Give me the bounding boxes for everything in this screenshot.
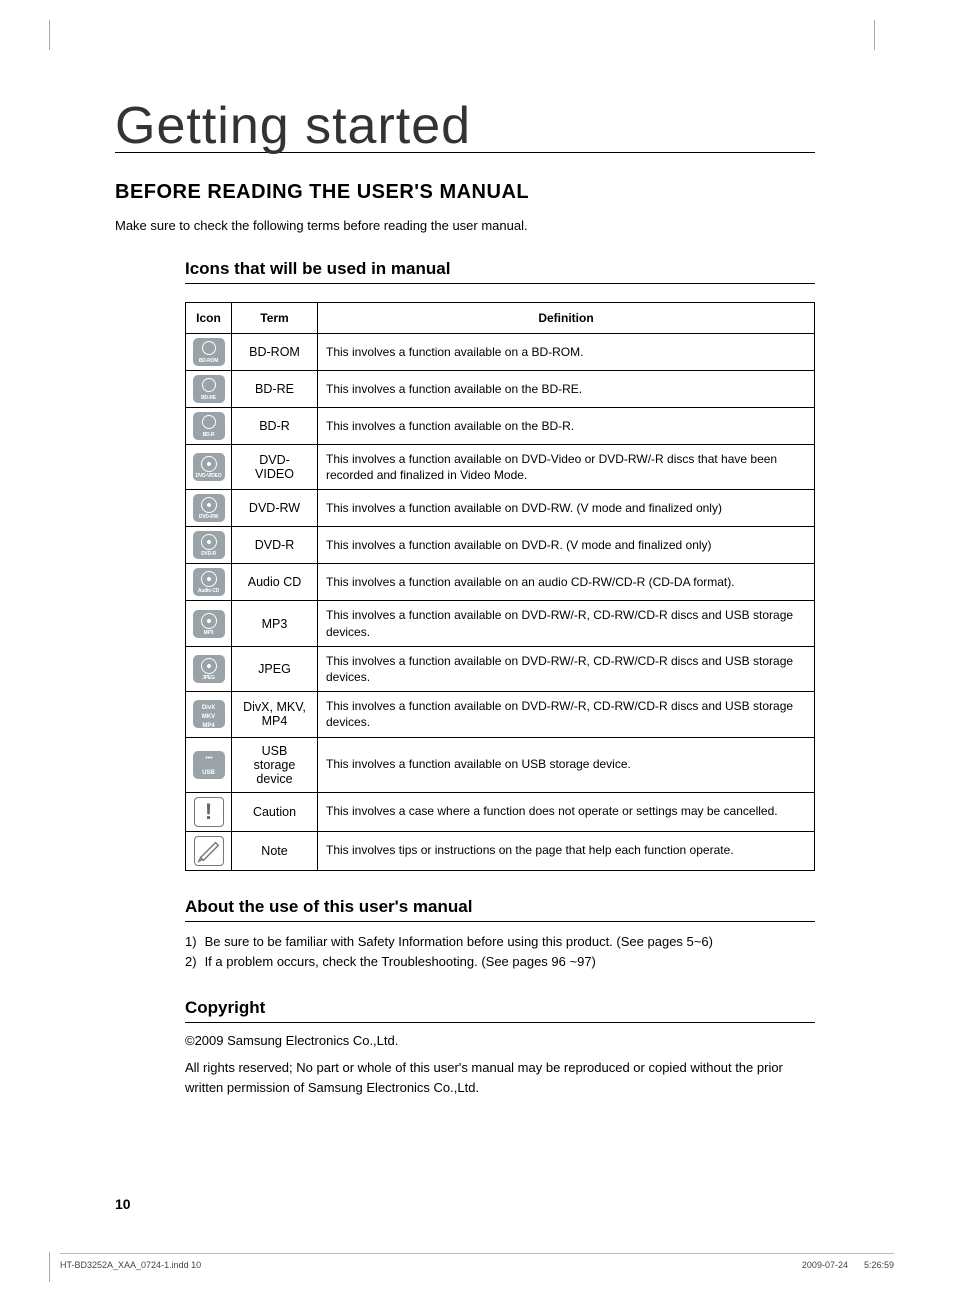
disc-icon: [193, 412, 225, 440]
icon-cell: [186, 527, 232, 564]
about-list: 1) Be sure to be familiar with Safety Inf…: [185, 932, 815, 972]
icon-cell: DivX MKV MP4: [186, 692, 232, 737]
icon-cell: [186, 737, 232, 792]
footer-time: 5:26:59: [864, 1260, 894, 1270]
definition-cell: This involves tips or instructions on th…: [318, 831, 815, 870]
table-row: DVD-RThis involves a function available …: [186, 527, 815, 564]
icon-cell: [186, 601, 232, 646]
definition-cell: This involves a case where a function do…: [318, 792, 815, 831]
term-cell: Caution: [232, 792, 318, 831]
th-term: Term: [232, 303, 318, 334]
term-cell: Audio CD: [232, 564, 318, 601]
disc-icon: [193, 453, 225, 481]
table-row: JPEGThis involves a function available o…: [186, 646, 815, 691]
page-title: Getting started: [115, 100, 815, 153]
copyright-line: ©2009 Samsung Electronics Co.,Ltd.: [185, 1031, 815, 1051]
footer-file: HT-BD3252A_XAA_0724-1.indd 10: [60, 1260, 201, 1270]
crop-mark: [874, 20, 896, 50]
definition-cell: This involves a function available on th…: [318, 371, 815, 408]
term-cell: DivX, MKV, MP4: [232, 692, 318, 737]
icons-heading: Icons that will be used in manual: [185, 259, 815, 284]
definition-cell: This involves a function available on th…: [318, 408, 815, 445]
table-row: DVD-VIDEOThis involves a function availa…: [186, 445, 815, 490]
disc-icon: [193, 568, 225, 596]
icon-cell: [186, 334, 232, 371]
list-text: Be sure to be familiar with Safety Infor…: [205, 932, 713, 952]
page-number: 10: [115, 1196, 131, 1212]
list-item: 2) If a problem occurs, check the Trouble…: [185, 952, 815, 972]
intro-text: Make sure to check the following terms b…: [115, 218, 815, 233]
icon-cell: !: [186, 792, 232, 831]
icon-cell: [186, 445, 232, 490]
th-icon: Icon: [186, 303, 232, 334]
table-row: BD-RThis involves a function available o…: [186, 408, 815, 445]
copyright-heading: Copyright: [185, 998, 815, 1023]
term-cell: BD-R: [232, 408, 318, 445]
table-row: Audio CDThis involves a function availab…: [186, 564, 815, 601]
table-row: BD-REThis involves a function available …: [186, 371, 815, 408]
term-cell: Note: [232, 831, 318, 870]
disc-icon: [193, 655, 225, 683]
icon-cell: [186, 371, 232, 408]
table-row: ! CautionThis involves a case where a fun…: [186, 792, 815, 831]
list-number: 1): [185, 932, 197, 952]
term-cell: MP3: [232, 601, 318, 646]
table-row: NoteThis involves tips or instructions o…: [186, 831, 815, 870]
definition-cell: This involves a function available on a …: [318, 334, 815, 371]
table-row: BD-ROMThis involves a function available…: [186, 334, 815, 371]
table-row: DVD-RWThis involves a function available…: [186, 490, 815, 527]
usb-icon: [193, 751, 225, 779]
list-number: 2): [185, 952, 197, 972]
copyright-line: All rights reserved; No part or whole of…: [185, 1058, 815, 1097]
term-cell: DVD-RW: [232, 490, 318, 527]
definition-cell: This involves a function available on DV…: [318, 527, 815, 564]
about-heading: About the use of this user's manual: [185, 897, 815, 922]
caution-icon: !: [194, 797, 224, 827]
format-icon: DivX MKV MP4: [193, 700, 225, 728]
crop-mark: [28, 20, 50, 50]
definition-cell: This involves a function available on DV…: [318, 490, 815, 527]
footer: HT-BD3252A_XAA_0724-1.indd 10 2009-07-24…: [60, 1253, 894, 1270]
table-row: DivX MKV MP4DivX, MKV, MP4This involves …: [186, 692, 815, 737]
term-cell: BD-RE: [232, 371, 318, 408]
term-cell: USB storage device: [232, 737, 318, 792]
disc-icon: [193, 610, 225, 638]
disc-icon: [193, 375, 225, 403]
crop-mark: [28, 1252, 50, 1282]
definition-cell: This involves a function available on DV…: [318, 601, 815, 646]
term-cell: DVD-R: [232, 527, 318, 564]
list-item: 1) Be sure to be familiar with Safety Inf…: [185, 932, 815, 952]
note-icon: [194, 836, 224, 866]
table-row: MP3This involves a function available on…: [186, 601, 815, 646]
icon-cell: [186, 408, 232, 445]
section-heading: BEFORE READING THE USER'S MANUAL: [115, 181, 815, 204]
icon-cell: [186, 831, 232, 870]
disc-icon: [193, 494, 225, 522]
definition-cell: This involves a function available on DV…: [318, 445, 815, 490]
definition-cell: This involves a function available on DV…: [318, 692, 815, 737]
table-row: USB storage deviceThis involves a functi…: [186, 737, 815, 792]
term-cell: BD-ROM: [232, 334, 318, 371]
disc-icon: [193, 338, 225, 366]
th-definition: Definition: [318, 303, 815, 334]
icon-cell: [186, 564, 232, 601]
icon-cell: [186, 490, 232, 527]
definition-cell: This involves a function available on US…: [318, 737, 815, 792]
disc-icon: [193, 531, 225, 559]
definition-cell: This involves a function available on an…: [318, 564, 815, 601]
icon-cell: [186, 646, 232, 691]
footer-date: 2009-07-24: [802, 1260, 848, 1270]
icons-table: Icon Term Definition BD-ROMThis involves…: [185, 302, 815, 871]
term-cell: DVD-VIDEO: [232, 445, 318, 490]
definition-cell: This involves a function available on DV…: [318, 646, 815, 691]
term-cell: JPEG: [232, 646, 318, 691]
list-text: If a problem occurs, check the Troublesh…: [205, 952, 596, 972]
